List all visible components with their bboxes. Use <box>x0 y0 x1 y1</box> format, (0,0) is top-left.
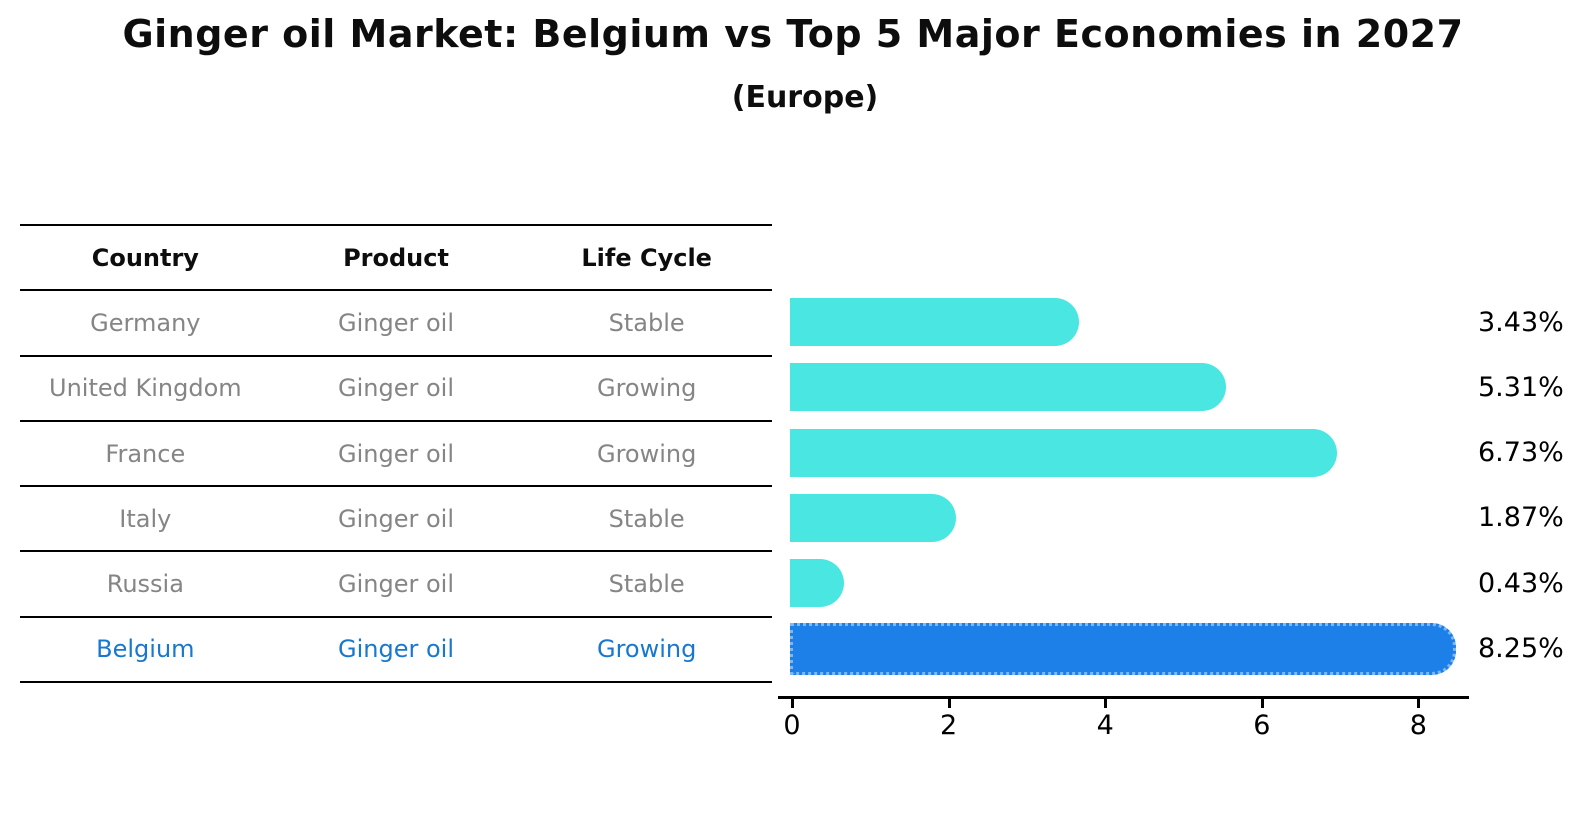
bar <box>790 363 1226 412</box>
table-row: France Ginger oil Growing <box>20 419 772 485</box>
table-cell-product: Ginger oil <box>338 439 454 468</box>
bar-value-label: 6.73% <box>1478 437 1564 469</box>
chart-subtitle: (Europe) <box>731 80 879 115</box>
table-row: United Kingdom Ginger oil Growing <box>20 354 772 420</box>
x-axis-tick-label: 8 <box>1409 710 1427 741</box>
bar-value-label: 5.31% <box>1478 371 1564 403</box>
bar <box>790 559 844 608</box>
table-cell-country: France <box>105 439 186 468</box>
table-header-cell: Life Cycle <box>581 243 712 272</box>
bar <box>790 428 1337 477</box>
table-cell-life-cycle: Stable <box>608 504 685 533</box>
bar-value-label: 8.25% <box>1478 633 1564 664</box>
bar-highlight <box>790 622 1456 675</box>
table-cell-life-cycle: Stable <box>608 570 685 599</box>
x-axis <box>778 696 1469 699</box>
x-axis-tick <box>1260 698 1264 708</box>
table-row: Germany Ginger oil Stable <box>20 289 772 354</box>
x-axis-tick-label: 4 <box>1096 710 1114 741</box>
table-cell-life-cycle: Stable <box>608 308 685 337</box>
table-cell-country: United Kingdom <box>49 374 242 403</box>
table-cell-life-cycle: Growing <box>596 635 697 664</box>
table-cell-life-cycle: Growing <box>596 374 697 403</box>
table-cell-product: Ginger oil <box>338 570 454 599</box>
table-row: Russia Ginger oil Stable <box>20 550 772 615</box>
table-header-cell: Product <box>343 243 449 272</box>
x-axis-tick <box>1104 698 1108 708</box>
table-cell-country: Belgium <box>96 635 195 664</box>
x-axis-tick <box>947 698 951 708</box>
x-axis-tick <box>791 698 794 708</box>
x-axis-tick <box>1417 698 1421 708</box>
table-cell-country: Russia <box>106 570 184 599</box>
table-row: Italy Ginger oil Stable <box>20 485 772 550</box>
bar <box>790 298 1079 346</box>
x-axis-tick-label: 2 <box>940 710 958 741</box>
table-header-row: Country Product Life Cycle <box>20 224 772 289</box>
bar <box>790 493 957 542</box>
table-cell-product: Ginger oil <box>338 374 454 403</box>
table-header-cell: Country <box>91 243 199 272</box>
bar-value-label: 1.87% <box>1478 502 1564 534</box>
table-cell-life-cycle: Growing <box>596 439 697 468</box>
table-cell-country: Italy <box>119 504 172 533</box>
bar-value-label: 0.43% <box>1478 567 1564 599</box>
x-axis-tick-label: 0 <box>783 710 801 741</box>
table-cell-product: Ginger oil <box>338 504 454 533</box>
x-axis-tick-label: 6 <box>1253 710 1271 741</box>
bar-value-label: 3.43% <box>1478 306 1564 338</box>
table-cell-country: Germany <box>90 308 201 337</box>
chart-title: Ginger oil Market: Belgium vs Top 5 Majo… <box>122 12 1464 56</box>
table-row: Belgium Ginger oil Growing <box>20 615 772 684</box>
table-cell-product: Ginger oil <box>338 308 454 337</box>
table-cell-product: Ginger oil <box>338 635 454 664</box>
info-table: Country Product Life Cycle Germany Ginger oi… <box>20 224 772 684</box>
